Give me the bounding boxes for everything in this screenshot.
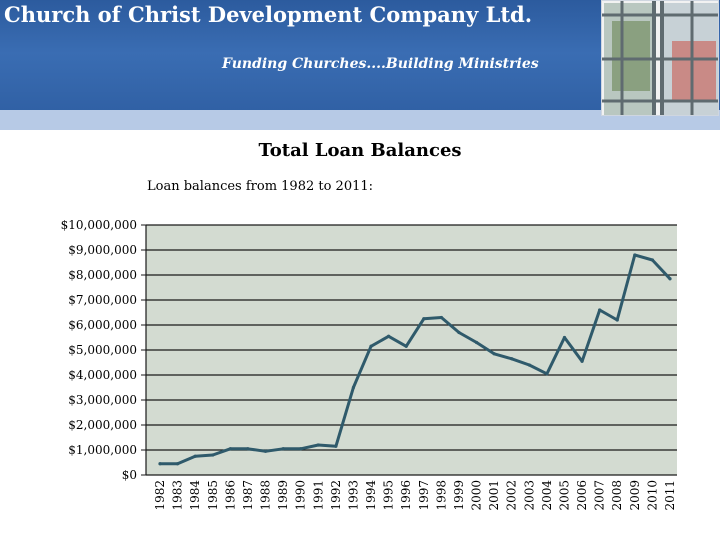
data-point — [404, 344, 408, 348]
x-tick-label: 1989 — [276, 480, 290, 511]
x-tick-label: 2003 — [522, 480, 536, 511]
x-tick-label: 2010 — [645, 480, 659, 511]
data-point — [299, 447, 303, 451]
data-point — [334, 444, 338, 448]
data-point — [474, 340, 479, 345]
x-tick-label: 2000 — [470, 480, 484, 511]
data-point — [175, 462, 180, 466]
data-point — [668, 277, 672, 281]
data-point — [351, 385, 356, 390]
data-point — [457, 330, 461, 335]
data-point — [246, 447, 250, 451]
y-tick-label: $3,000,000 — [68, 393, 137, 407]
data-point — [633, 253, 637, 257]
y-tick-label: $5,000,000 — [68, 343, 137, 357]
header-banner — [0, 0, 720, 118]
x-tick-label: 1987 — [241, 480, 255, 511]
y-tick-label: $6,000,000 — [68, 318, 137, 332]
x-tick-label: 1993 — [346, 480, 360, 511]
x-tick-label: 2011 — [663, 480, 677, 511]
data-point — [158, 462, 162, 466]
company-title: Church of Christ Development Company Ltd… — [4, 2, 533, 27]
building-photo — [601, 0, 719, 116]
x-tick-label: 1995 — [382, 480, 396, 511]
x-tick-label: 2008 — [610, 480, 624, 511]
y-tick-label: $8,000,000 — [68, 268, 137, 282]
data-point — [562, 335, 567, 340]
x-tick-label: 2004 — [540, 480, 554, 511]
y-tick-label: $4,000,000 — [68, 368, 137, 382]
data-point — [492, 352, 496, 356]
data-point — [422, 317, 426, 321]
data-point — [580, 359, 584, 363]
x-tick-label: 1998 — [434, 480, 448, 511]
x-tick-label: 2002 — [505, 480, 519, 511]
data-point — [281, 447, 285, 451]
data-point — [439, 315, 443, 320]
x-tick-label: 1982 — [153, 480, 167, 511]
data-point — [211, 453, 215, 457]
data-point — [598, 308, 602, 312]
header-band — [0, 110, 720, 130]
x-tick-label: 2005 — [557, 480, 571, 511]
x-tick-label: 2009 — [628, 480, 642, 511]
series-line — [158, 253, 672, 466]
data-point — [316, 443, 320, 447]
x-tick-label: 1983 — [171, 480, 185, 511]
x-tick-label: 2006 — [575, 480, 589, 511]
data-point — [263, 449, 268, 453]
x-tick-label: 1990 — [294, 480, 308, 511]
x-tick-label: 2007 — [593, 480, 607, 511]
y-tick-label: $10,000,000 — [61, 218, 137, 232]
data-point — [650, 258, 655, 262]
data-point — [615, 318, 619, 322]
data-point — [228, 447, 232, 451]
data-point — [193, 454, 197, 458]
x-tick-label: 1986 — [223, 480, 237, 511]
x-tick-label: 1988 — [259, 480, 273, 511]
data-point — [545, 372, 549, 376]
data-point — [510, 357, 514, 361]
y-tick-label: $7,000,000 — [68, 293, 137, 307]
x-tick-label: 1997 — [417, 480, 431, 511]
tagline: Funding Churches....Building Ministries — [222, 56, 539, 72]
x-tick-label: 1999 — [452, 480, 466, 511]
x-tick-label: 1996 — [399, 480, 413, 511]
x-tick-label: 1985 — [206, 480, 220, 511]
chart-title: Total Loan Balances — [258, 140, 462, 161]
y-tick-label: $9,000,000 — [68, 243, 137, 257]
x-tick-label: 1992 — [329, 480, 343, 511]
building-photo-image — [602, 1, 718, 115]
data-point — [369, 344, 373, 348]
y-tick-label: $0 — [122, 468, 137, 482]
x-tick-label: 1991 — [311, 480, 325, 511]
x-tick-label: 1984 — [188, 480, 202, 511]
y-tick-label: $2,000,000 — [68, 418, 137, 432]
chart-subtitle: Loan balances from 1982 to 2011: — [147, 179, 374, 194]
x-tick-label: 2001 — [487, 480, 501, 511]
y-tick-label: $1,000,000 — [68, 443, 137, 457]
x-tick-label: 1994 — [364, 480, 378, 511]
data-point — [387, 334, 391, 338]
data-point — [527, 363, 531, 367]
